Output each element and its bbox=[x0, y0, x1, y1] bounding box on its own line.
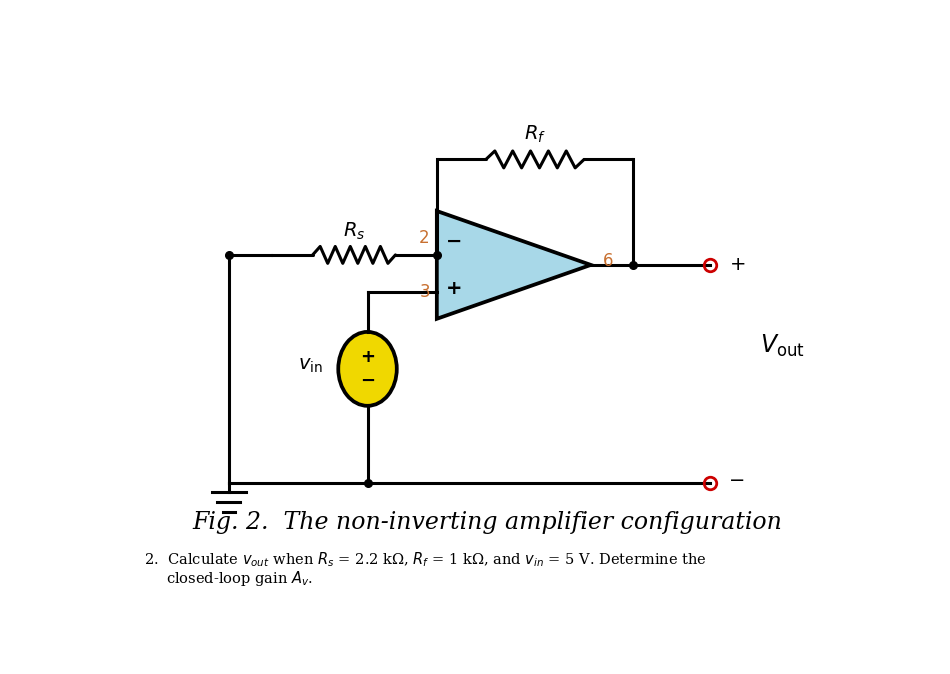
Text: $V_{\mathrm{out}}$: $V_{\mathrm{out}}$ bbox=[760, 333, 805, 359]
Text: 3: 3 bbox=[419, 283, 429, 301]
Text: $v_{\mathrm{in}}$: $v_{\mathrm{in}}$ bbox=[298, 355, 323, 375]
Text: +: + bbox=[446, 279, 462, 299]
Text: +: + bbox=[360, 348, 375, 366]
Text: $R_s$: $R_s$ bbox=[343, 221, 365, 243]
Ellipse shape bbox=[338, 332, 397, 406]
Text: −: − bbox=[360, 372, 375, 390]
Text: −: − bbox=[446, 232, 462, 251]
Text: closed-loop gain $A_v$.: closed-loop gain $A_v$. bbox=[166, 569, 313, 588]
Text: 6: 6 bbox=[602, 252, 613, 270]
Text: 2: 2 bbox=[419, 229, 429, 247]
Text: $R_f$: $R_f$ bbox=[524, 124, 546, 146]
Text: Fig. 2.  The non-inverting amplifier configuration: Fig. 2. The non-inverting amplifier conf… bbox=[192, 512, 782, 534]
Text: 2.  Calculate $v_{out}$ when $R_s$ = 2.2 kΩ, $R_f$ = 1 kΩ, and $v_{in}$ = 5 V. D: 2. Calculate $v_{out}$ when $R_s$ = 2.2 … bbox=[144, 551, 707, 569]
Text: +: + bbox=[730, 255, 746, 274]
Polygon shape bbox=[437, 211, 591, 319]
Text: −: − bbox=[730, 471, 746, 490]
